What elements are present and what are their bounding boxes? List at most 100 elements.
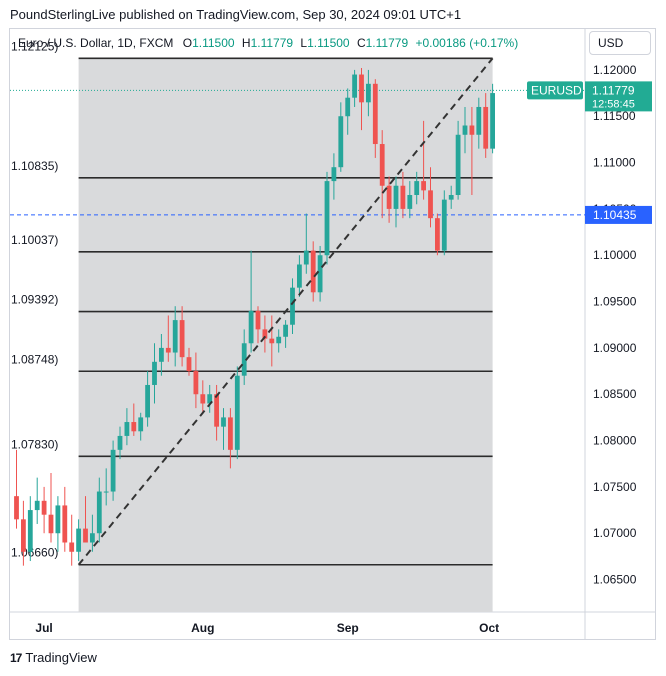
candle-down	[435, 218, 440, 251]
candle-down	[200, 394, 206, 404]
legend-high-label: H	[241, 36, 251, 50]
candle-down	[14, 496, 19, 520]
candle-up	[448, 195, 454, 200]
candle-down	[428, 190, 433, 219]
candle-down	[255, 310, 261, 330]
candle-up	[159, 347, 164, 362]
candle-up	[338, 116, 344, 168]
candle-up	[145, 384, 150, 418]
candle-up	[490, 93, 495, 149]
candle-down	[186, 357, 192, 372]
candle-up	[234, 375, 240, 450]
candle-down	[421, 181, 426, 191]
price-tick-label: 1.11500	[593, 109, 636, 123]
candle-down	[310, 250, 316, 293]
candle-up	[248, 310, 254, 344]
candle-down	[179, 320, 185, 358]
level-label: 1.06660)	[11, 546, 58, 560]
candle-up	[317, 255, 323, 293]
candle-up	[117, 435, 123, 450]
legend-symbol: Euro / U.S. Dollar, 1D, FXCM	[18, 36, 174, 50]
candle-down	[379, 144, 385, 186]
level-label: 1.09392)	[11, 293, 58, 307]
candle-down	[193, 371, 199, 395]
level-label: 1.10037)	[11, 233, 58, 247]
legend-open: 1.11500	[192, 36, 235, 50]
legend-low-label: L	[300, 36, 308, 50]
candle-up	[241, 343, 247, 376]
candle-down	[69, 542, 75, 552]
candle-down	[262, 329, 268, 339]
level-label: 1.12125)	[11, 39, 58, 53]
price-tick-label: 1.06500	[593, 573, 637, 587]
ohlc-legend: Euro / U.S. Dollar, 1D, FXCM O1.11500 H1…	[18, 36, 518, 50]
candle-up	[207, 394, 213, 404]
level-label: 1.10835)	[11, 159, 58, 173]
time-tick-label: Oct	[479, 621, 499, 635]
candle-down	[48, 514, 54, 534]
candle-up	[152, 361, 157, 385]
candle-up	[393, 185, 399, 209]
symbol-badge-label: EURUSD	[531, 83, 582, 97]
tradingview-wordmark: TradingView	[25, 650, 97, 665]
price-tick-label: 1.07500	[593, 480, 637, 494]
candle-up	[90, 533, 95, 543]
candle-down	[228, 417, 233, 450]
candle-down	[372, 83, 378, 145]
last-price-countdown: 12:58:45	[592, 98, 635, 110]
candle-up	[462, 125, 468, 135]
price-tick-label: 1.12000	[593, 63, 637, 77]
candle-up	[331, 167, 337, 182]
candle-up	[455, 134, 461, 195]
candle-up	[283, 324, 288, 337]
candle-up	[297, 264, 302, 288]
candle-up	[407, 195, 413, 209]
tradingview-logo-icon: 17	[10, 650, 22, 665]
candle-up	[34, 500, 40, 511]
legend-low: 1.11500	[307, 36, 350, 50]
candle-up	[290, 287, 295, 325]
candle-up	[324, 181, 330, 256]
tradingview-brand[interactable]: 17 TradingView	[10, 650, 97, 665]
legend-open-label: O	[182, 36, 193, 50]
time-tick-label: Aug	[191, 621, 214, 635]
price-tick-label: 1.07000	[593, 526, 637, 540]
candle-up	[110, 449, 116, 492]
price-tick-label: 1.11000	[593, 156, 636, 170]
legend-high: 1.11779	[250, 36, 294, 50]
candle-down	[483, 106, 489, 149]
price-tick-label: 1.10000	[593, 248, 637, 262]
price-tick-label: 1.09000	[593, 341, 637, 355]
candle-up	[366, 83, 371, 103]
candle-down	[41, 500, 47, 515]
candle-up	[103, 491, 109, 493]
candle-down	[469, 125, 475, 135]
chart-frame	[9, 28, 656, 640]
candle-up	[414, 181, 420, 195]
candle-up	[221, 417, 226, 427]
last-price-value: 1.11779	[592, 83, 635, 97]
price-tick-label: 1.08500	[593, 387, 637, 401]
candle-down	[269, 338, 275, 344]
price-tick-label: 1.08000	[593, 434, 637, 448]
candle-up	[27, 510, 33, 552]
candle-up	[345, 97, 351, 117]
time-tick-label: Jul	[35, 621, 52, 635]
candle-down	[83, 528, 88, 543]
symbol-badge	[527, 81, 583, 100]
candle-up	[441, 199, 447, 251]
candle-down	[359, 74, 364, 103]
currency-button[interactable]: USD	[589, 31, 651, 55]
candle-down	[62, 505, 68, 543]
candle-down	[214, 394, 219, 427]
candle-up	[352, 74, 357, 98]
legend-close: 1.11779	[365, 36, 409, 50]
published-byline: PoundSterlingLive published on TradingVi…	[10, 7, 462, 22]
candle-up	[138, 417, 144, 432]
crosshair-value: 1.10435	[593, 208, 637, 222]
time-tick-label: Sep	[337, 621, 359, 635]
candle-down	[386, 185, 392, 209]
legend-close-label: C	[356, 36, 366, 50]
candle-up	[96, 491, 102, 534]
